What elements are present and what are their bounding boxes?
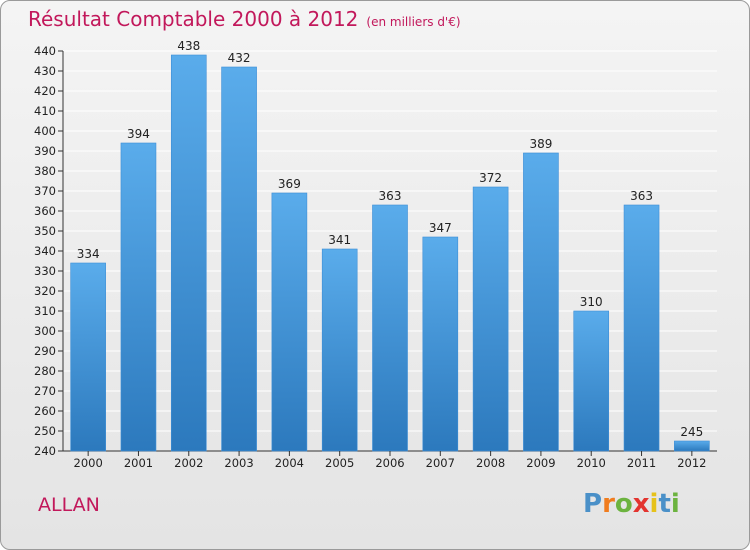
y-tick-label: 380 bbox=[34, 164, 56, 178]
chart-subtitle: (en milliers d'€) bbox=[366, 15, 461, 29]
x-tick-label: 2010 bbox=[577, 456, 606, 470]
y-tick-label: 370 bbox=[34, 184, 56, 198]
logo-letter: o bbox=[614, 489, 633, 519]
bar-value-label: 372 bbox=[479, 171, 502, 185]
bar bbox=[321, 248, 358, 452]
logo-letter: r bbox=[602, 489, 615, 519]
bar bbox=[271, 192, 308, 452]
bar-value-label: 347 bbox=[429, 221, 452, 235]
y-tick-label: 320 bbox=[34, 284, 56, 298]
x-tick-label: 2012 bbox=[677, 456, 706, 470]
x-tick-label: 2002 bbox=[174, 456, 203, 470]
bar-value-label: 432 bbox=[228, 51, 251, 65]
x-tick-label: 2008 bbox=[476, 456, 505, 470]
y-tick-label: 330 bbox=[34, 264, 56, 278]
bar bbox=[623, 204, 660, 452]
y-tick-label: 400 bbox=[34, 124, 56, 138]
logo-letter: t bbox=[658, 489, 671, 519]
x-tick-label: 2003 bbox=[224, 456, 253, 470]
x-tick-label: 2004 bbox=[275, 456, 304, 470]
x-tick-label: 2009 bbox=[526, 456, 555, 470]
x-tick-label: 2011 bbox=[627, 456, 656, 470]
bar-value-label: 341 bbox=[328, 233, 351, 247]
bar bbox=[472, 186, 509, 452]
y-tick-label: 340 bbox=[34, 244, 56, 258]
x-tick-label: 2001 bbox=[124, 456, 153, 470]
logo-letter: x bbox=[632, 489, 650, 519]
y-tick-label: 300 bbox=[34, 324, 56, 338]
logo-letter: i bbox=[670, 489, 680, 519]
bar bbox=[674, 440, 710, 452]
bar-value-label: 363 bbox=[379, 189, 402, 203]
y-tick-label: 240 bbox=[34, 444, 56, 458]
y-tick-label: 310 bbox=[34, 304, 56, 318]
y-tick-label: 260 bbox=[34, 404, 56, 418]
bar-value-label: 369 bbox=[278, 177, 301, 191]
logo-letter: i bbox=[649, 489, 659, 519]
bar-value-label: 438 bbox=[177, 39, 200, 53]
bar bbox=[120, 142, 157, 452]
bar-value-label: 363 bbox=[630, 189, 653, 203]
bar-value-label: 310 bbox=[580, 295, 603, 309]
bar-value-label: 334 bbox=[77, 247, 100, 261]
chart-title: Résultat Comptable 2000 à 2012 (en millie… bbox=[28, 7, 461, 31]
bar bbox=[170, 54, 207, 452]
bar bbox=[523, 152, 559, 452]
y-tick-label: 360 bbox=[34, 204, 56, 218]
y-tick-label: 280 bbox=[34, 364, 56, 378]
chart-title-text: Résultat Comptable 2000 à 2012 bbox=[28, 7, 359, 31]
y-tick-label: 290 bbox=[34, 344, 56, 358]
y-tick-label: 440 bbox=[34, 44, 56, 58]
x-tick-label: 2007 bbox=[426, 456, 455, 470]
bar-value-label: 389 bbox=[529, 137, 552, 151]
y-tick-label: 270 bbox=[34, 384, 56, 398]
x-tick-label: 2000 bbox=[74, 456, 103, 470]
bar-value-label: 394 bbox=[127, 127, 150, 141]
bar bbox=[422, 236, 459, 452]
bar bbox=[372, 204, 408, 452]
x-tick-label: 2005 bbox=[325, 456, 354, 470]
town-name: ALLAN bbox=[38, 494, 100, 516]
bar bbox=[70, 262, 106, 452]
logo-letter: P bbox=[583, 489, 603, 519]
bar-value-label: 245 bbox=[680, 425, 703, 439]
y-tick-label: 430 bbox=[34, 64, 56, 78]
y-tick-label: 350 bbox=[34, 224, 56, 238]
y-tick-label: 390 bbox=[34, 144, 56, 158]
y-tick-label: 250 bbox=[34, 424, 56, 438]
proxiti-logo: Proxiti bbox=[583, 489, 680, 519]
y-tick-label: 420 bbox=[34, 84, 56, 98]
x-tick-label: 2006 bbox=[375, 456, 404, 470]
y-tick-label: 410 bbox=[34, 104, 56, 118]
bar bbox=[573, 310, 610, 452]
bar bbox=[221, 66, 257, 452]
